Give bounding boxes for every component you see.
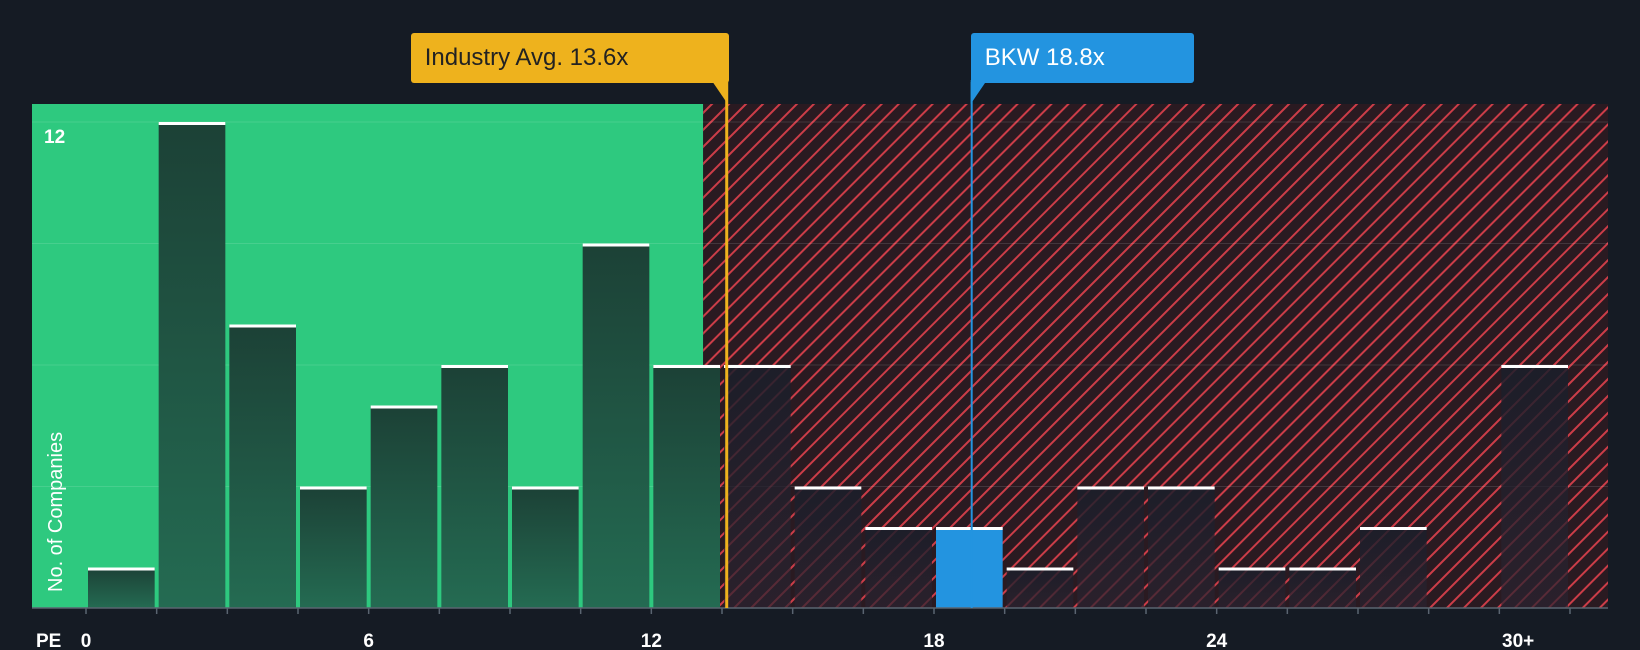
bar xyxy=(724,365,791,608)
bar xyxy=(1360,527,1427,608)
bar xyxy=(865,527,932,608)
company-pe-label: BKW 18.8x xyxy=(970,33,1194,83)
bar xyxy=(512,486,579,608)
bar xyxy=(653,365,720,608)
bar xyxy=(370,405,438,608)
industry-avg-label: Industry Avg. 13.6x xyxy=(410,33,729,83)
bar xyxy=(1077,486,1144,608)
bar xyxy=(300,486,367,608)
bars xyxy=(88,122,1568,608)
company-label-pointer xyxy=(970,82,986,104)
bar xyxy=(1289,567,1356,608)
bar xyxy=(794,486,862,608)
bar xyxy=(229,324,296,608)
bar xyxy=(1148,486,1215,608)
bar xyxy=(441,365,508,608)
y-axis-label: No. of Companies xyxy=(45,432,67,592)
bar xyxy=(1006,567,1074,608)
bar xyxy=(158,122,226,608)
x-tick-label: 0 xyxy=(81,631,92,650)
x-tick-label: 30+ xyxy=(1502,631,1534,650)
bar xyxy=(88,567,155,608)
x-tick-label: 12 xyxy=(641,631,662,650)
x-ticks: 0 6 12 18 24 30+ xyxy=(81,608,1571,650)
bar xyxy=(1218,567,1286,608)
bar-highlight xyxy=(936,527,1003,608)
bar xyxy=(582,243,650,608)
x-tick-label: 18 xyxy=(923,631,944,650)
bar xyxy=(1501,365,1568,608)
x-axis-label: PE xyxy=(36,631,61,650)
x-tick-label: 24 xyxy=(1206,631,1228,650)
industry-label-pointer xyxy=(712,82,728,104)
y-tick-label-top: 12 xyxy=(44,127,65,148)
x-tick-label: 6 xyxy=(363,631,374,650)
